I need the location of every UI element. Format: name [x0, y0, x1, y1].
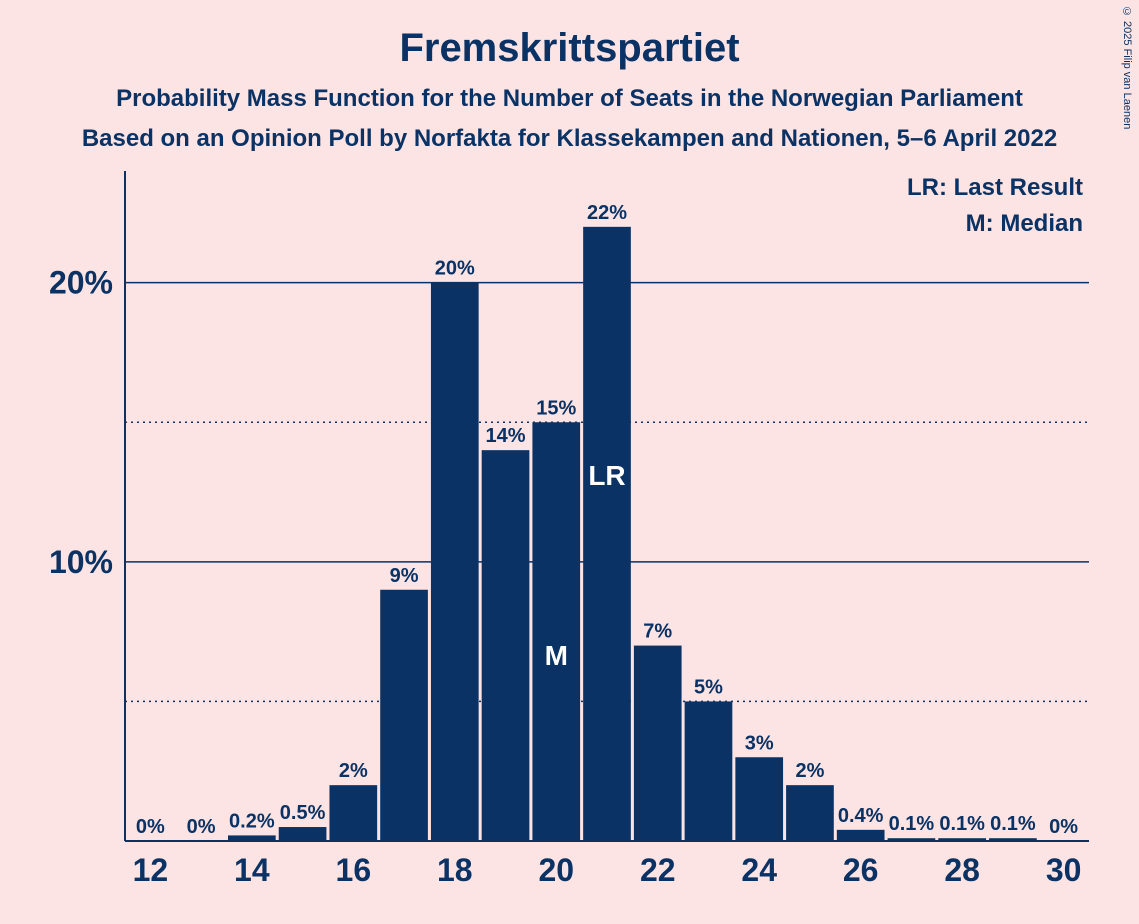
- chart-subtitle-1: Probability Mass Function for the Number…: [40, 85, 1099, 113]
- bar: [837, 830, 885, 841]
- bar: [380, 590, 428, 841]
- bar-value-label: 0.1%: [990, 813, 1036, 835]
- bar-value-label: 3%: [745, 732, 774, 754]
- y-axis-label: 20%: [49, 265, 113, 301]
- bar-value-label: 0.2%: [229, 810, 275, 832]
- y-axis-label: 10%: [49, 544, 113, 580]
- bar-value-label: 0%: [1049, 816, 1078, 838]
- bar-value-label: 0%: [136, 816, 165, 838]
- bar: [786, 785, 834, 841]
- x-axis-label: 12: [133, 852, 169, 888]
- bar-value-label: 2%: [795, 760, 824, 782]
- bar-value-label: 0.1%: [889, 813, 935, 835]
- bar-value-label: 0.4%: [838, 805, 884, 827]
- chart-title: Fremskrittspartiet: [40, 26, 1099, 71]
- bar-inner-label: M: [545, 640, 568, 671]
- bar-value-label: 2%: [339, 760, 368, 782]
- bar-value-label: 14%: [486, 425, 526, 447]
- x-axis-label: 20: [538, 852, 574, 888]
- bar-value-label: 5%: [694, 676, 723, 698]
- bar: [735, 757, 783, 841]
- x-axis-label: 14: [234, 852, 270, 888]
- bar: [329, 785, 377, 841]
- bar: [431, 283, 479, 841]
- x-axis-label: 22: [640, 852, 676, 888]
- bar: [279, 827, 327, 841]
- chart-plot-area: 0% 0% 0.2%0.5% 2% 9% 20% 14% 15% M 22% LR 7% 5% 3% 2% 0…: [40, 161, 1099, 904]
- bar-value-label: 9%: [390, 565, 419, 587]
- x-axis-label: 26: [843, 852, 879, 888]
- bar-value-label: 15%: [536, 397, 576, 419]
- chart-subtitle-2: Based on an Opinion Poll by Norfakta for…: [40, 125, 1099, 153]
- bar-value-label: 20%: [435, 258, 475, 280]
- bar: [532, 422, 580, 841]
- bar-inner-label: LR: [588, 460, 625, 491]
- bar-chart-svg: 0% 0% 0.2%0.5% 2% 9% 20% 14% 15% M 22% LR 7% 5% 3% 2% 0…: [40, 161, 1099, 901]
- x-axis-label: 18: [437, 852, 473, 888]
- bar-value-label: 0.5%: [280, 802, 326, 824]
- legend-item: M: Median: [966, 210, 1083, 237]
- x-axis-label: 30: [1046, 852, 1082, 888]
- bar: [482, 450, 530, 841]
- bar: [583, 227, 631, 841]
- bar: [634, 646, 682, 841]
- chart-container: Fremskrittspartiet Probability Mass Func…: [0, 0, 1139, 924]
- legend-item: LR: Last Result: [907, 174, 1083, 201]
- x-axis-label: 24: [741, 852, 777, 888]
- bar-value-label: 0.1%: [939, 813, 985, 835]
- x-axis-label: 28: [944, 852, 980, 888]
- x-axis-label: 16: [336, 852, 372, 888]
- bar-value-label: 22%: [587, 202, 627, 224]
- bar-value-label: 0%: [187, 816, 216, 838]
- bar-value-label: 7%: [643, 621, 672, 643]
- bar: [685, 701, 733, 841]
- copyright-text: © 2025 Filip van Laenen: [1121, 6, 1133, 129]
